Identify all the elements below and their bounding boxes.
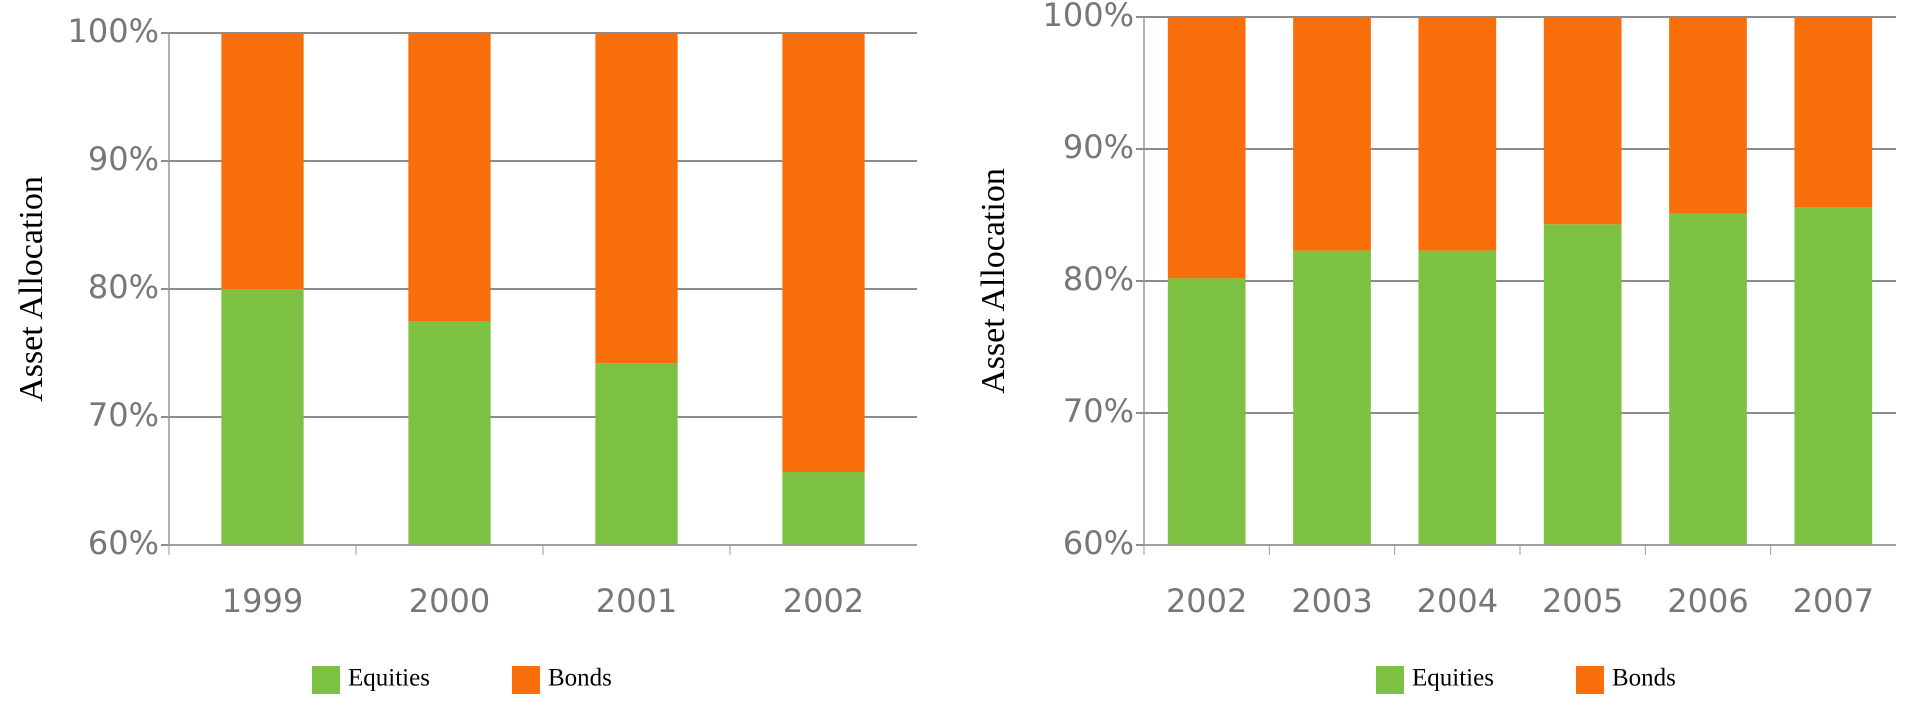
bar-segment xyxy=(1418,17,1497,251)
bar-segment xyxy=(1167,278,1246,545)
bar-segment xyxy=(408,321,491,545)
bar-segment xyxy=(782,472,865,545)
legend-swatch xyxy=(1376,666,1404,694)
legend-swatch xyxy=(312,666,340,694)
x-tick-label: 1999 xyxy=(222,582,303,620)
bar-segment xyxy=(1794,207,1873,545)
x-tick-label: 2006 xyxy=(1667,582,1748,620)
legend-swatch xyxy=(512,666,540,694)
y-tick-label: 60% xyxy=(88,524,159,562)
x-tick-label: 2000 xyxy=(409,582,490,620)
y-axis-title: Asset Allocation xyxy=(13,176,50,402)
bar-segment xyxy=(221,33,304,289)
bar-segment xyxy=(1293,17,1371,251)
x-tick-label: 2004 xyxy=(1417,582,1498,620)
y-tick-label: 60% xyxy=(1063,524,1134,562)
x-tick-label: 2003 xyxy=(1291,582,1372,620)
y-tick-label: 80% xyxy=(1063,260,1134,298)
bar-segment xyxy=(1669,213,1747,545)
y-tick-label: 90% xyxy=(88,140,159,178)
bar-segment xyxy=(1293,250,1371,545)
y-tick-label: 100% xyxy=(68,12,159,50)
legend-label: Equities xyxy=(348,665,430,692)
x-tick-label: 2002 xyxy=(1166,582,1247,620)
y-tick-label: 100% xyxy=(1043,0,1134,34)
bar-segment xyxy=(1167,17,1246,279)
bar-segment xyxy=(221,289,304,545)
x-tick-label: 2005 xyxy=(1542,582,1623,620)
y-tick-label: 80% xyxy=(88,268,159,306)
bar-segment xyxy=(1669,17,1747,214)
bar-segment xyxy=(595,363,678,545)
x-tick-label: 2007 xyxy=(1793,582,1874,620)
legend-label: Bonds xyxy=(1612,665,1676,692)
bar-segment xyxy=(595,33,678,364)
bar-segment xyxy=(1794,17,1873,208)
bar-segment xyxy=(782,33,865,473)
legend-label: Bonds xyxy=(548,665,612,692)
bar-segment xyxy=(408,33,491,321)
y-axis-title: Asset Allocation xyxy=(975,168,1012,394)
bar-segment xyxy=(1543,17,1622,225)
y-tick-label: 70% xyxy=(1063,392,1134,430)
x-tick-label: 2002 xyxy=(783,582,864,620)
bar-segment xyxy=(1543,224,1622,546)
y-tick-label: 90% xyxy=(1063,128,1134,166)
bar-segment xyxy=(1418,250,1497,545)
legend-label: Equities xyxy=(1412,665,1494,692)
y-tick-label: 70% xyxy=(88,396,159,434)
legend-swatch xyxy=(1576,666,1604,694)
x-tick-label: 2001 xyxy=(596,582,677,620)
